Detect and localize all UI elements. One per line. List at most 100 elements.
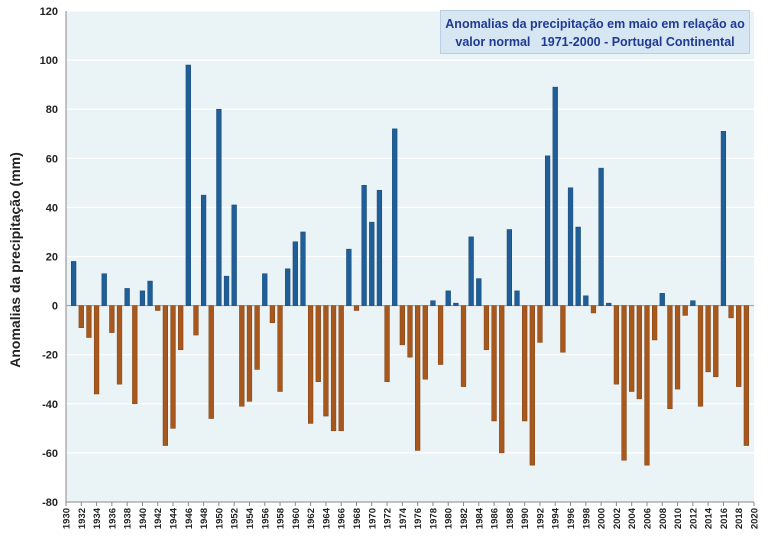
bar-1940 xyxy=(139,290,146,306)
x-tick-label: 1948 xyxy=(199,508,210,529)
y-tick-label: 0 xyxy=(52,301,58,313)
x-tick-label: 2000 xyxy=(597,508,608,529)
bar-2005 xyxy=(636,305,642,400)
chart-title: Anomalias da precipitação em maio em rel… xyxy=(440,10,750,54)
x-tick-label: 1996 xyxy=(566,508,577,529)
bar-1934 xyxy=(93,305,100,395)
bar-1942 xyxy=(155,305,161,311)
x-tick-label: 1946 xyxy=(184,508,195,529)
bar-2003 xyxy=(621,305,627,461)
bar-1997 xyxy=(575,226,581,306)
bar-1955 xyxy=(254,305,260,370)
x-tick-label: 1950 xyxy=(214,508,225,529)
bar-2004 xyxy=(629,305,635,392)
bar-1961 xyxy=(300,231,306,306)
bar-1984 xyxy=(476,278,482,306)
x-tick-label: 1930 xyxy=(62,508,73,529)
bar-1986 xyxy=(491,305,497,422)
bar-1982 xyxy=(460,305,467,387)
x-tick-label: 1964 xyxy=(321,507,332,529)
bar-1963 xyxy=(315,305,321,382)
x-tick-label: 1986 xyxy=(490,508,501,529)
x-tick-label: 1958 xyxy=(276,508,287,529)
x-tick-label: 1984 xyxy=(474,507,485,529)
x-tick-label: 1932 xyxy=(77,508,88,529)
x-tick-label: 1960 xyxy=(291,508,302,529)
bar-2017 xyxy=(728,305,734,319)
x-tick-label: 2016 xyxy=(719,508,730,529)
bar-1992 xyxy=(537,305,543,343)
bar-1935 xyxy=(101,273,107,306)
x-tick-label: 2018 xyxy=(734,508,745,529)
x-tick-label: 1972 xyxy=(383,508,394,529)
bar-1991 xyxy=(529,305,535,466)
x-tick-label: 1940 xyxy=(138,508,149,529)
plot-area: -80 -60 -40 -20 0 20 40 60 80 100 120 1930 1932 1934 1… xyxy=(40,6,761,529)
bar-1949 xyxy=(208,305,214,419)
x-tick-label: 1988 xyxy=(505,508,516,529)
bar-1995 xyxy=(560,305,566,353)
bar-1965 xyxy=(330,305,337,432)
y-tick-label: -20 xyxy=(42,350,58,362)
bar-1999 xyxy=(590,305,597,314)
x-tick-label: 1994 xyxy=(551,507,562,529)
x-tick-label: 1942 xyxy=(153,508,164,529)
bar-1945 xyxy=(178,305,184,351)
bar-1981 xyxy=(453,302,459,306)
x-tick-label: 1934 xyxy=(92,507,103,529)
bar-1975 xyxy=(407,305,413,358)
x-tick-label: 2004 xyxy=(627,507,638,529)
x-tick-label: 1936 xyxy=(107,508,118,529)
bar-1990 xyxy=(522,305,528,422)
x-tick-label: 1974 xyxy=(398,507,409,529)
bar-2018 xyxy=(736,305,742,387)
y-tick-label: -80 xyxy=(42,497,58,509)
bar-1998 xyxy=(583,295,589,306)
bar-1933 xyxy=(86,305,92,338)
x-tick-label: 2006 xyxy=(642,508,653,529)
bar-2002 xyxy=(613,305,620,385)
bar-1952 xyxy=(231,204,237,306)
chart-title-line-1: Anomalias da precipitação em maio em rel… xyxy=(445,17,745,31)
x-tick-label: 1956 xyxy=(260,508,271,529)
bar-1938 xyxy=(124,288,130,306)
bar-1953 xyxy=(239,305,245,407)
x-tick-label: 1982 xyxy=(459,508,470,529)
bar-1958 xyxy=(277,305,283,392)
bar-1967 xyxy=(346,248,352,306)
bar-1987 xyxy=(499,305,505,454)
y-tick-label: -40 xyxy=(42,399,58,411)
bar-2010 xyxy=(674,305,681,390)
bar-1954 xyxy=(246,305,253,402)
x-tick-label: 1944 xyxy=(169,507,180,529)
bar-2007 xyxy=(652,305,658,341)
x-tick-label: 1962 xyxy=(306,508,317,529)
y-tick-label: 40 xyxy=(46,202,58,214)
bar-2006 xyxy=(644,305,650,466)
bar-1939 xyxy=(132,305,138,405)
bar-2001 xyxy=(606,302,612,306)
bar-1964 xyxy=(323,305,329,417)
bar-2015 xyxy=(713,305,719,378)
bar-2016 xyxy=(720,131,727,306)
x-tick-label: 1970 xyxy=(367,508,378,529)
y-tick-label: 20 xyxy=(46,252,58,264)
x-tick-label: 1952 xyxy=(230,508,241,529)
bar-2013 xyxy=(697,305,704,407)
bar-1988 xyxy=(506,229,512,306)
bar-2009 xyxy=(667,305,673,409)
x-tick-label: 1992 xyxy=(535,508,546,529)
bar-1931 xyxy=(71,261,77,306)
bar-2000 xyxy=(598,167,604,306)
bar-1979 xyxy=(437,305,444,365)
bar-1941 xyxy=(147,280,153,306)
bar-1951 xyxy=(223,275,230,306)
bar-1948 xyxy=(200,194,207,306)
x-tick-label: 1980 xyxy=(444,508,455,529)
y-tick-label: -60 xyxy=(42,448,58,460)
bar-2012 xyxy=(690,300,696,306)
x-tick-label: 1990 xyxy=(520,508,531,529)
bar-1994 xyxy=(552,86,558,306)
bar-1957 xyxy=(269,305,276,324)
bar-1996 xyxy=(567,187,574,306)
